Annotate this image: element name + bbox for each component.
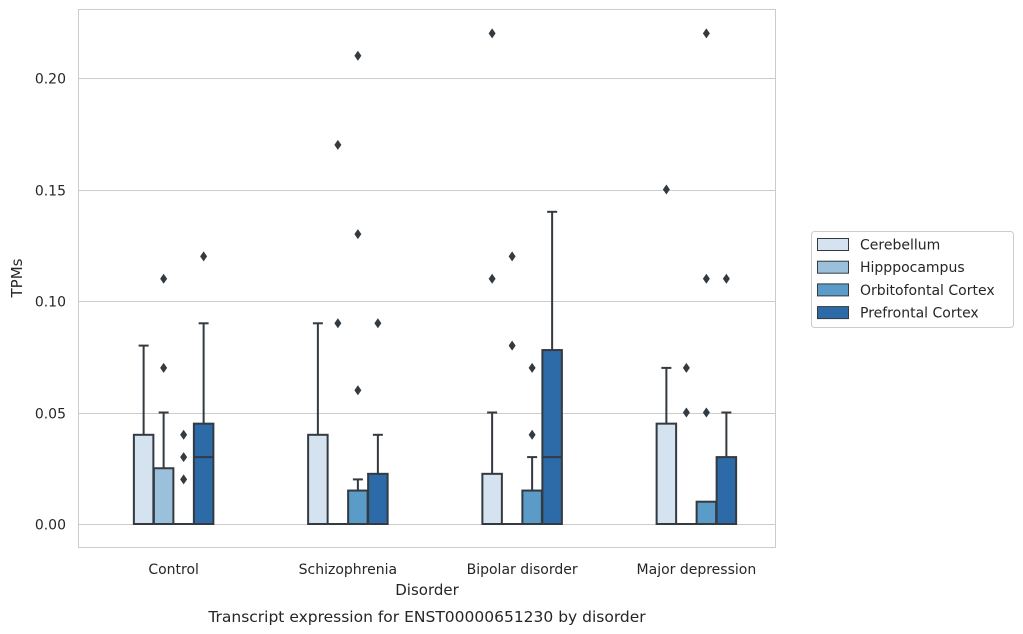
outlier-point <box>682 407 690 418</box>
box-body <box>152 467 175 525</box>
box-body <box>541 349 563 525</box>
legend: Cerebellum Hipppocampus Orbitofontal Corte… <box>811 231 1014 328</box>
outlier-point <box>528 429 536 440</box>
outlier-point <box>682 362 690 373</box>
box-cerebellum <box>655 184 678 525</box>
outlier-point <box>508 340 516 351</box>
box-hipppocampus <box>675 362 698 526</box>
box-hipppocampus <box>152 273 175 525</box>
box-hipppocampus <box>327 139 349 526</box>
outlier-point <box>488 273 496 284</box>
box-prefrontal-cortex <box>715 273 738 526</box>
box-cerebellum <box>481 28 503 526</box>
plot-frame <box>78 9 776 548</box>
outlier-point <box>702 273 710 284</box>
box-body <box>655 422 678 525</box>
y-tick-label: 0.15 <box>35 184 66 200</box>
box-orbitofontal-cortex <box>695 28 718 526</box>
outlier-point <box>180 474 188 485</box>
outlier-point <box>180 429 188 440</box>
box-body <box>307 433 329 525</box>
box-body <box>695 500 718 526</box>
y-tick-label: 0.00 <box>35 518 66 534</box>
y-tick-label: 0.10 <box>35 295 66 311</box>
x-tick-label: Major depression <box>637 562 757 578</box>
outlier-point <box>508 251 516 262</box>
box-cerebellum <box>132 344 155 525</box>
outlier-point <box>180 452 188 463</box>
legend-label: Cerebellum <box>860 238 940 254</box>
x-tick-label: Bipolar disorder <box>467 562 578 578</box>
box-cerebellum <box>307 322 329 525</box>
y-axis-label: TPMs <box>8 258 26 298</box>
box-body <box>367 472 389 526</box>
legend-label: Hipppocampus <box>860 260 965 276</box>
box-body <box>192 422 215 525</box>
outlier-point <box>334 318 342 329</box>
legend-label: Orbitofontal Cortex <box>860 283 995 299</box>
box-body <box>715 456 738 526</box>
x-axis-label: Disorder <box>395 581 459 599</box>
outlier-point <box>488 28 496 39</box>
box-prefrontal-cortex <box>192 251 215 525</box>
outlier-point <box>160 273 168 284</box>
x-tick-label: Schizophrenia <box>299 562 397 578</box>
box-prefrontal-cortex <box>541 210 563 525</box>
outlier-point <box>354 229 362 240</box>
box-prefrontal-cortex <box>367 318 389 526</box>
y-tick-label: 0.20 <box>35 72 66 88</box>
chart-caption: Transcript expression for ENST0000065123… <box>207 608 646 626</box>
legend-swatch <box>817 238 849 251</box>
boxplot-marks <box>132 28 738 526</box>
box-body <box>347 489 369 525</box>
legend-label: Prefrontal Cortex <box>860 306 979 322</box>
box-body <box>481 472 503 526</box>
outlier-point <box>160 362 168 373</box>
legend-frame <box>811 231 1014 328</box>
outlier-point <box>374 318 382 329</box>
outlier-point <box>334 139 342 150</box>
outlier-point <box>702 407 710 418</box>
y-tick-label: 0.05 <box>35 407 66 423</box>
box-orbitofontal-cortex <box>172 429 195 526</box>
outlier-point <box>722 273 730 284</box>
outlier-point <box>662 184 670 195</box>
x-tick-labels: Control Schizophrenia Bipolar disorder Majo… <box>148 562 756 578</box>
outlier-point <box>702 28 710 39</box>
x-tick-label: Control <box>148 562 199 578</box>
box-body <box>132 433 155 525</box>
y-tick-labels: 0.00 0.05 0.10 0.15 0.20 <box>35 72 66 534</box>
legend-swatch <box>817 283 849 297</box>
outlier-point <box>354 385 362 396</box>
outlier-point <box>528 362 536 373</box>
box-body <box>521 489 543 525</box>
legend-swatch <box>817 306 849 320</box>
outlier-point <box>200 251 208 262</box>
legend-swatch <box>817 260 849 274</box>
outlier-point <box>354 50 362 61</box>
